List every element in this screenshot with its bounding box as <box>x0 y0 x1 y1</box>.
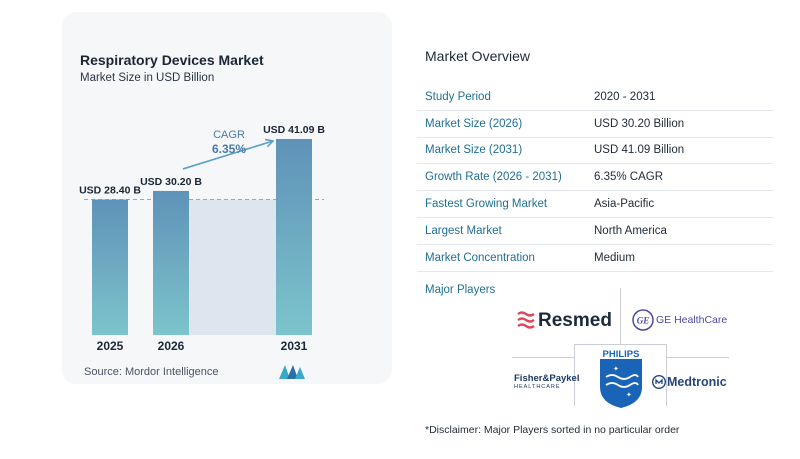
svg-text:GE: GE <box>637 316 650 326</box>
svg-text:✦: ✦ <box>626 391 632 399</box>
grid-divider <box>512 357 574 358</box>
cagr-label: CAGR <box>213 129 245 141</box>
chart-subtitle: Market Size in USD Billion <box>80 72 215 84</box>
medtronic-logo-icon <box>652 375 666 389</box>
bar-2025 <box>92 199 128 335</box>
cagr-arrow <box>182 140 274 170</box>
grid-divider <box>666 344 667 406</box>
philips-shield-logo-icon: ✦ ✦ <box>600 359 642 408</box>
cagr-arrow-head <box>264 138 275 148</box>
overview-label: Market Concentration <box>425 251 535 264</box>
grid-divider <box>667 357 729 358</box>
overview-row: Study Period 2020 - 2031 <box>417 84 773 111</box>
overview-row: Market Size (2031) USD 41.09 Billion <box>417 138 773 165</box>
disclaimer-text: *Disclaimer: Major Players sorted in no … <box>425 424 680 436</box>
grid-divider <box>620 288 621 344</box>
overview-title: Market Overview <box>425 48 531 64</box>
overview-row: Fastest Growing Market Asia-Pacific <box>417 191 773 218</box>
bar-2031 <box>276 139 312 335</box>
source-text: Source: Mordor Intelligence <box>84 366 219 378</box>
overview-value: USD 41.09 Billion <box>594 144 685 157</box>
resmed-logo-icon <box>517 311 535 329</box>
medtronic-logo-text: Medtronic <box>667 375 727 389</box>
overview-value: Medium <box>594 251 635 264</box>
overview-value: USD 30.20 Billion <box>594 117 685 130</box>
grid-divider <box>574 344 667 345</box>
overview-label: Market Size (2031) <box>425 144 523 157</box>
overview-row: Largest Market North America <box>417 218 773 245</box>
philips-logo-text: PHILIPS <box>603 349 640 359</box>
overview-row: Growth Rate (2026 - 2031) 6.35% CAGR <box>417 164 773 192</box>
overview-label: Study Period <box>425 90 491 103</box>
overview-value: Asia-Pacific <box>594 198 655 211</box>
grid-divider <box>574 344 575 406</box>
data-label-2025: USD 28.40 B <box>79 185 141 197</box>
svg-text:✦: ✦ <box>613 365 619 373</box>
overview-row: Market Size (2026) USD 30.20 Billion <box>417 111 773 138</box>
major-players-title: Major Players <box>425 284 496 296</box>
overview-table: Study Period 2020 - 2031 Market Size (202… <box>417 84 773 272</box>
x-tick-label-2025: 2025 <box>97 339 124 353</box>
data-label-2026: USD 30.20 B <box>140 176 202 188</box>
overview-label: Market Size (2026) <box>425 117 523 130</box>
fisher-paykel-logo-subtext: HEALTHCARE <box>514 384 561 390</box>
x-tick-label-2031: 2031 <box>281 339 308 353</box>
overview-value: North America <box>594 224 667 237</box>
bar-chart: CAGR 6.35% USD 28.40 B 2025 USD 30.20 B 202… <box>79 124 325 353</box>
overview-row: Market Concentration Medium <box>417 245 773 272</box>
fisher-paykel-logo-text: Fisher&Paykel <box>514 373 580 384</box>
overview-value: 2020 - 2031 <box>594 90 656 103</box>
bar-2026 <box>153 190 189 335</box>
mordor-intelligence-logo-icon <box>279 365 305 379</box>
philips-wordmark: PHILIPS <box>603 349 640 359</box>
overview-value: 6.35% CAGR <box>594 171 664 184</box>
x-tick-label-2026: 2026 <box>158 339 185 353</box>
cagr-band <box>189 199 276 335</box>
chart-title: Respiratory Devices Market <box>80 52 264 68</box>
cagr-value: 6.35% <box>212 142 246 156</box>
ge-healthcare-logo-icon: GE <box>632 309 654 331</box>
resmed-logo-text: Resmed <box>538 310 612 331</box>
overview-label: Fastest Growing Market <box>425 198 548 211</box>
overview-label: Growth Rate (2026 - 2031) <box>425 171 562 184</box>
data-label-2031: USD 41.09 B <box>263 124 325 136</box>
ge-healthcare-logo-text: GE HealthCare <box>656 314 728 326</box>
overview-label: Largest Market <box>425 224 502 237</box>
